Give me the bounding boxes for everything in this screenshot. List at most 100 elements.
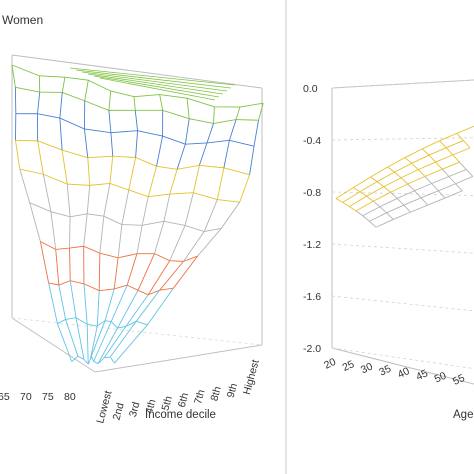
left-mesh-col-segment xyxy=(147,260,171,296)
left-mesh-col-segment xyxy=(103,326,127,358)
left-box-top-edge xyxy=(11,54,263,89)
right-mesh-col-segment xyxy=(390,191,398,199)
right-mesh-col-segment xyxy=(386,212,394,220)
income-decile-axis-label: Income decile xyxy=(145,409,216,421)
right-mesh-row-line xyxy=(349,147,471,207)
right-mesh-col-segment xyxy=(465,169,474,177)
left-mesh-col-segment xyxy=(36,92,41,114)
right-mesh-row-line xyxy=(335,125,474,199)
left-mesh-col-segment xyxy=(69,248,71,281)
right-mesh-col-segment xyxy=(435,161,443,170)
left-upper-ridge-line xyxy=(81,71,228,92)
right-mesh-col-segment xyxy=(448,176,456,185)
right-panel: 0.0 -0.4 -0.8 -1.2 -1.6 -2.0 20 25 30 35 40 45 50 55… xyxy=(303,79,474,421)
right-mesh-col-segment xyxy=(400,177,409,185)
right-z-tick: 0.0 xyxy=(303,83,318,95)
right-mesh-col-segment xyxy=(445,147,454,156)
left-mesh-col-segment xyxy=(75,317,85,360)
right-mesh-col-segment xyxy=(441,168,450,177)
left-age-tick-labels: 65 70 75 80 xyxy=(0,391,76,403)
left-mesh-col-segment xyxy=(114,324,148,364)
left-mesh-col-segment xyxy=(109,321,137,358)
left-mesh-col-segment xyxy=(110,285,128,322)
left-mesh-col-segment xyxy=(121,189,130,225)
left-mesh-col-segment xyxy=(186,98,190,119)
left-mesh-col-segment xyxy=(108,110,112,133)
right-age-tick: 55 xyxy=(451,372,467,388)
right-mesh-col-segment xyxy=(383,186,391,193)
left-upper-ridge-line xyxy=(75,69,232,89)
left-mesh-col-segment xyxy=(223,140,230,168)
left-mesh-col-segment xyxy=(216,167,225,200)
right-mesh-col-segment xyxy=(463,140,471,149)
left-mesh-col-segment xyxy=(109,156,114,184)
right-mesh-col-segment xyxy=(394,171,402,179)
right-mesh-row-line xyxy=(362,169,467,217)
right-mesh-col-segment xyxy=(387,166,395,173)
right-z-tick: -0.4 xyxy=(303,135,321,147)
right-mesh-col-segment xyxy=(379,206,387,214)
left-mesh-col-segment xyxy=(134,110,139,131)
right-mesh-row-line xyxy=(342,140,464,203)
left-upper-ridge-line xyxy=(69,67,236,86)
right-age-tick-labels: 20 25 30 35 40 45 50 55 xyxy=(322,356,467,388)
right-mesh-col-segment xyxy=(411,162,419,170)
left-age-tick: 75 xyxy=(42,391,54,403)
right-box-top-edge xyxy=(331,79,474,89)
left-mesh-col-segment xyxy=(258,103,264,121)
left-mesh-col-segment xyxy=(156,135,164,167)
left-mesh-col-segment xyxy=(169,169,178,195)
income-decile-tick: 4th xyxy=(143,398,158,415)
left-mesh-col-segment xyxy=(249,146,255,175)
left-mesh-col-segment xyxy=(136,225,143,254)
left-mesh-col-segment xyxy=(184,192,194,226)
left-mesh-row-line xyxy=(15,86,259,124)
left-box-bottom-right-edge xyxy=(94,344,263,373)
left-mesh-col-segment xyxy=(98,253,101,291)
right-z-gridline xyxy=(331,243,474,254)
right-mesh-col-segment xyxy=(407,183,415,192)
right-age-tick: 45 xyxy=(414,367,430,383)
left-age-tick: 70 xyxy=(20,391,32,403)
left-upper-ridge-line xyxy=(87,73,224,95)
left-mesh-col-segment xyxy=(37,140,44,175)
right-mesh-col-segment xyxy=(355,210,363,217)
income-decile-tick: 2nd xyxy=(111,401,127,421)
right-age-axis-label: Age xyxy=(453,409,473,421)
left-panel-title: Women xyxy=(2,13,43,27)
left-mesh-col-segment xyxy=(147,287,174,326)
right-mesh-col-segment xyxy=(404,157,412,164)
left-mesh-col-segment xyxy=(65,319,79,357)
left-mesh-col-segment xyxy=(203,199,218,232)
left-mesh-col-segment xyxy=(253,120,259,147)
right-mesh-col-segment xyxy=(452,154,460,163)
right-mesh-col-segment xyxy=(420,197,429,206)
left-mesh-col-segment xyxy=(103,183,111,217)
left-mesh-col-segment xyxy=(126,253,138,286)
left-mesh-col-segment xyxy=(11,64,16,88)
left-box-floor-diagonal xyxy=(11,317,263,346)
right-mesh-col-segment xyxy=(424,176,432,184)
left-mesh-row-line xyxy=(15,139,250,176)
left-mesh-col-segment xyxy=(235,106,241,120)
left-mesh-col-segment xyxy=(198,142,208,166)
left-mesh-col-segment xyxy=(58,284,67,320)
left-mesh-col-segment xyxy=(86,324,89,365)
right-mesh-col-segment xyxy=(439,140,447,149)
right-3d-box-frame xyxy=(331,79,474,385)
right-mesh-col-segment xyxy=(369,220,377,228)
right-mesh-col-segment xyxy=(403,204,411,213)
right-mesh-row-line xyxy=(369,176,474,222)
left-mesh-col-segment xyxy=(135,289,161,322)
left-mesh-col-segment xyxy=(220,201,241,229)
right-mesh-col-segment xyxy=(366,195,374,202)
right-mesh-col-segment xyxy=(370,176,378,182)
right-z-tick: -0.8 xyxy=(303,187,321,199)
left-box-bottom-left-edge xyxy=(11,317,96,373)
left-mesh-col-segment xyxy=(86,185,91,214)
left-mesh-col-segment xyxy=(66,184,71,217)
left-mesh-col-segment xyxy=(154,221,165,254)
left-mesh-col-segment xyxy=(99,216,105,254)
left-mesh-col-segment xyxy=(104,288,115,321)
right-age-tick: 25 xyxy=(341,358,357,374)
